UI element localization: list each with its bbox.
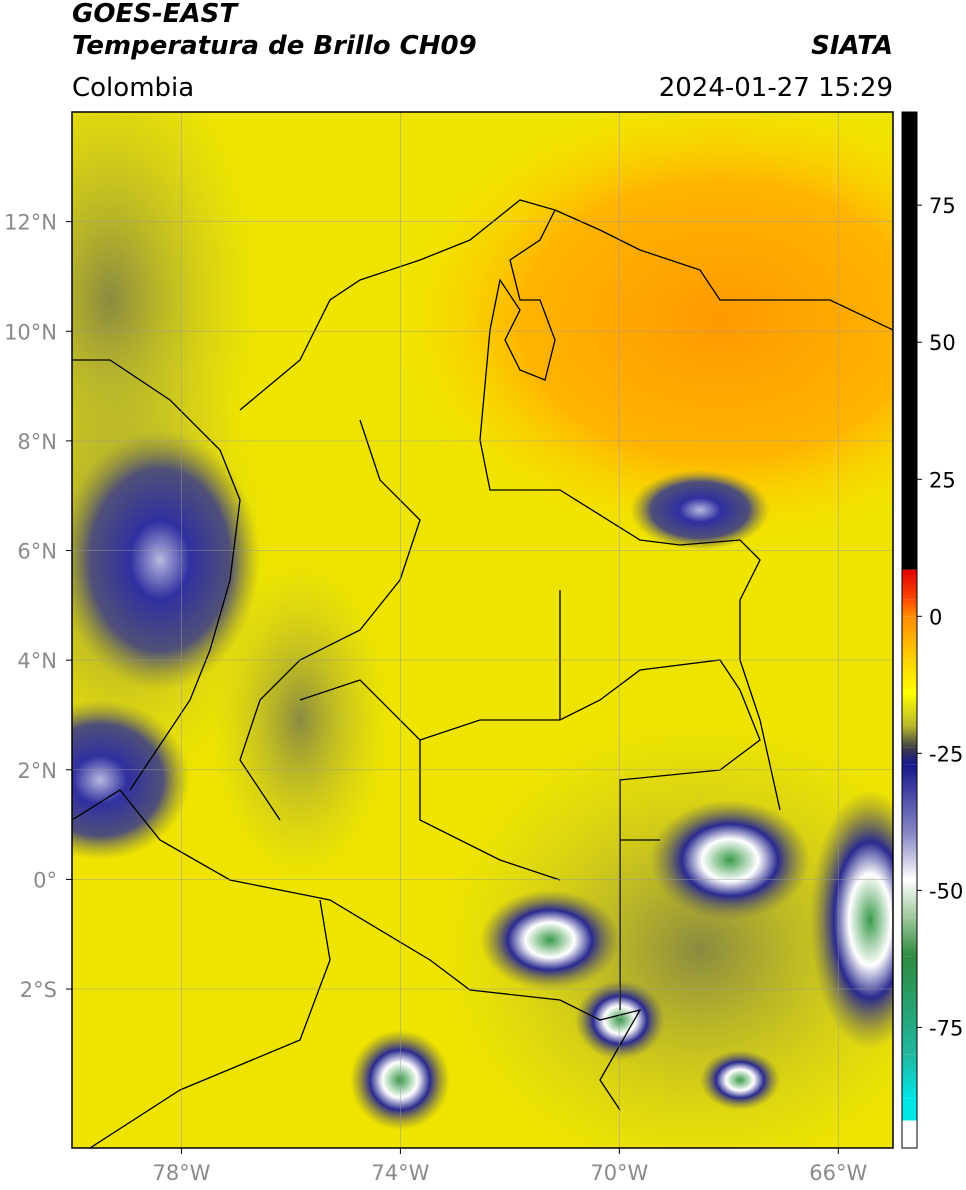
- colorbar-segment: [902, 1120, 917, 1148]
- x-tick-label: 74°W: [371, 1161, 429, 1185]
- y-tick-label: 10°N: [4, 320, 57, 344]
- colorbar: 75 50 25 0 -25 -50 -75: [902, 112, 963, 1148]
- colorbar-segment: [902, 569, 917, 600]
- colorbar-segment: [902, 112, 917, 570]
- satellite-image: [72, 112, 893, 1148]
- y-tick-label: 2°S: [20, 978, 57, 1002]
- y-tick-label: 4°N: [17, 649, 57, 673]
- colorbar-segment: [902, 835, 917, 880]
- map-frame: [71, 111, 894, 1149]
- colorbar-segment: [902, 599, 917, 617]
- colorbar-frame: [901, 111, 918, 1149]
- colorbar-segment: [902, 660, 917, 694]
- subtitle: Temperatura de Brillo CH09: [72, 31, 477, 61]
- colorbar-tick-label: -50: [929, 879, 963, 903]
- colorbar-segment: [902, 917, 917, 957]
- colorbar-segment: [902, 747, 917, 765]
- y-tick-label: 6°N: [17, 540, 57, 564]
- colorbar-segment: [902, 1098, 917, 1121]
- grid: [66, 112, 893, 1154]
- colorbar-segment: [902, 1054, 917, 1099]
- x-tick-label: 66°W: [809, 1161, 867, 1185]
- source: SIATA: [811, 31, 893, 61]
- colorbar-segment: [902, 725, 917, 748]
- y-tick-label: 12°N: [4, 211, 57, 235]
- datetime: 2024-01-27 15:29: [659, 73, 893, 103]
- colorbar-tick-label: -75: [929, 1016, 963, 1040]
- x-tick-label: 70°W: [590, 1161, 648, 1185]
- colorbar-segment: [902, 956, 917, 1055]
- y-tick-label: 2°N: [17, 759, 57, 783]
- colorbar-segment: [902, 693, 917, 726]
- title: GOES-EAST: [72, 0, 239, 29]
- colorbar-tick-label: 50: [929, 331, 956, 355]
- colorbar-tick-label: 25: [929, 468, 956, 492]
- boundaries: [72, 199, 893, 1148]
- colorbar-segment: [902, 879, 917, 918]
- colorbar-segment: [902, 616, 917, 661]
- colorbar-tick-label: -25: [929, 742, 963, 766]
- colorbar-segment: [902, 764, 917, 836]
- region: Colombia: [72, 73, 194, 103]
- x-tick-label: 78°W: [152, 1161, 210, 1185]
- colorbar-tick-label: 0: [929, 605, 942, 629]
- y-tick-label: 0°: [33, 868, 57, 892]
- colorbar-tick-label: 75: [929, 194, 956, 218]
- y-tick-label: 8°N: [17, 430, 57, 454]
